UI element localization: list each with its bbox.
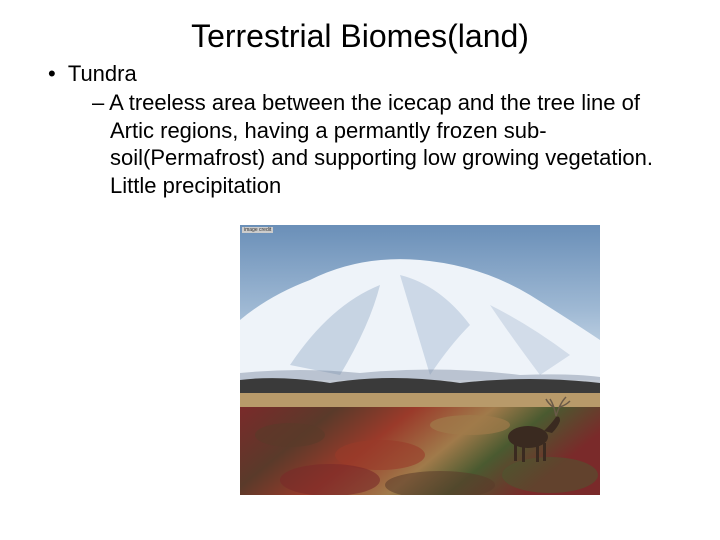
slide-title: Terrestrial Biomes(land) [40,18,680,55]
image-attribution: image credit [242,227,273,233]
bullet-level2: A treeless area between the icecap and t… [92,89,660,199]
bullet-level1: Tundra [48,61,680,87]
tundra-illustration [240,225,600,495]
tundra-photo: image credit [240,225,600,495]
slide-container: Terrestrial Biomes(land) Tundra A treele… [0,0,720,540]
